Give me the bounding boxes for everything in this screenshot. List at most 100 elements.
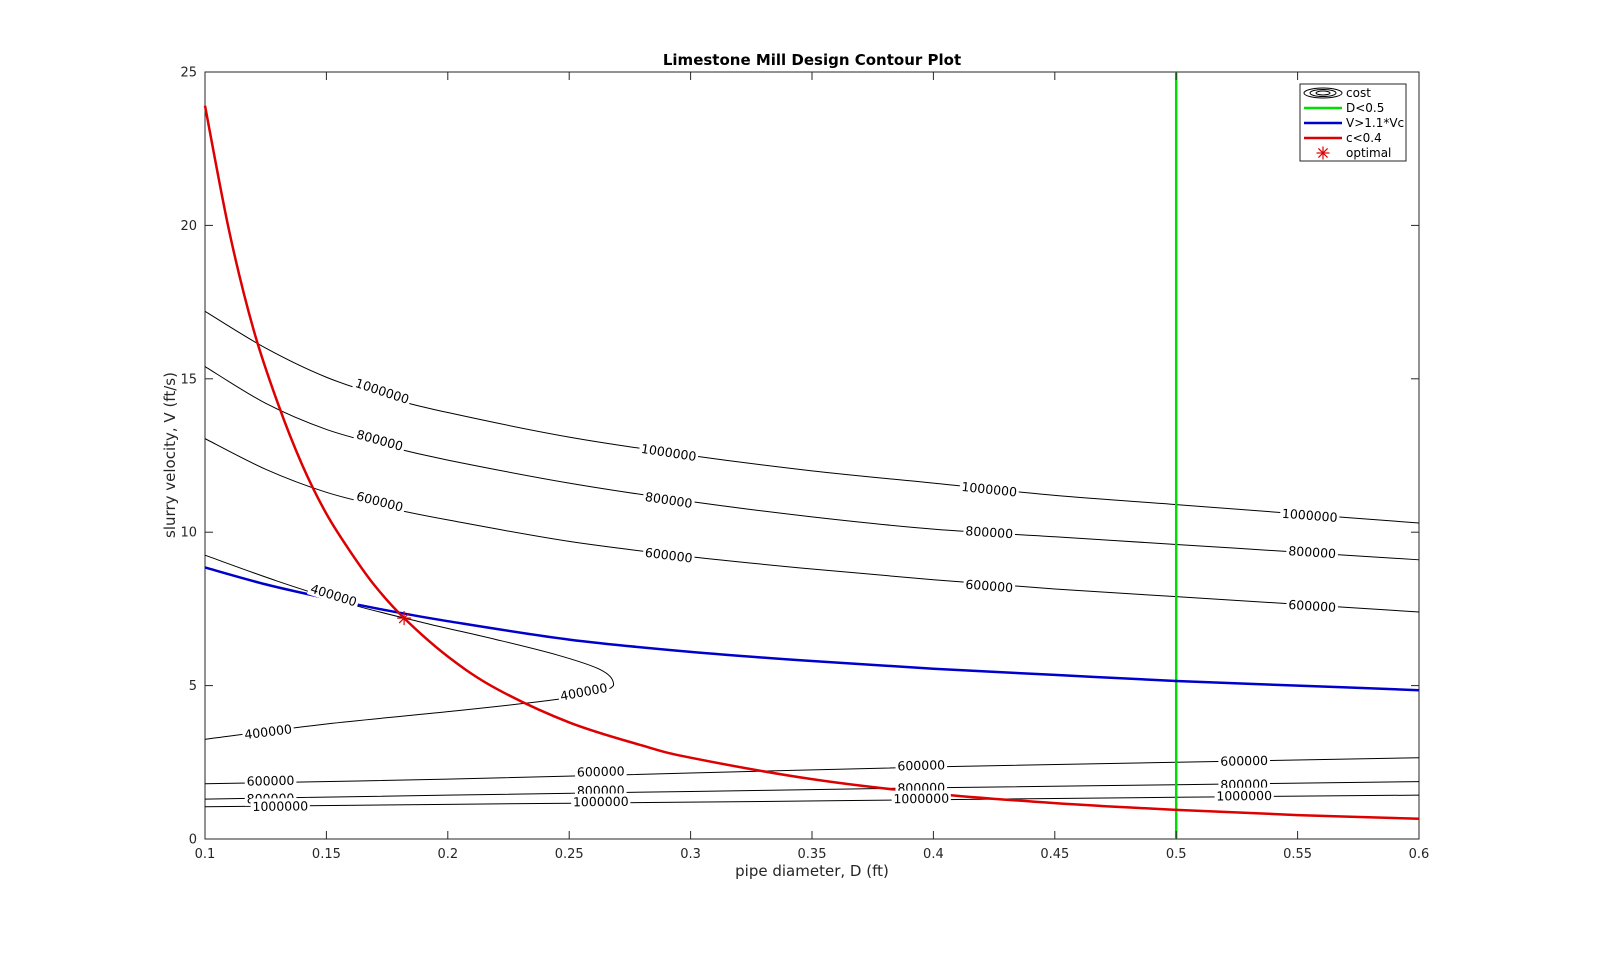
x-axis-ticks: 0.1 0.15 0.2 0.25 0.3 0.35 0.4 0.45 0.5 0.55 0.6 bbox=[195, 72, 1430, 862]
contour-line-1000000-lower bbox=[204, 794, 1420, 808]
series-line-v-1-1-vc bbox=[204, 566, 1420, 692]
contour-label-background bbox=[963, 522, 1016, 541]
contour-label-background bbox=[1218, 752, 1271, 769]
contour-label-background bbox=[895, 756, 948, 774]
contour-label-background bbox=[638, 440, 700, 464]
contour-label: 600000 bbox=[962, 575, 1016, 596]
x-axis-title: pipe diameter, D (ft) bbox=[735, 862, 889, 880]
contour-label-text: 800000 bbox=[644, 489, 693, 511]
contour-label-background bbox=[1279, 505, 1340, 525]
contour-swatch-ring bbox=[1315, 90, 1331, 96]
contour-label-background bbox=[962, 575, 1016, 595]
legend-label: V>1.1*Vc bbox=[1346, 116, 1404, 130]
contour-label-background bbox=[306, 579, 361, 610]
contour-label-text: 600000 bbox=[577, 763, 625, 779]
contour-label-text: 600000 bbox=[644, 545, 693, 566]
contour-line-600000-upper bbox=[204, 438, 1420, 613]
legend-item: D<0.5 bbox=[1304, 101, 1384, 115]
x-tick-label: 0.2 bbox=[437, 847, 458, 862]
contour-label: 1000000 bbox=[250, 797, 310, 814]
contour-swatch-icon bbox=[1303, 87, 1343, 99]
legend-item: cost bbox=[1303, 86, 1371, 100]
contour-line-600000-lower bbox=[204, 757, 1420, 785]
contour-label: 1000000 bbox=[891, 790, 951, 807]
optimal-markers bbox=[397, 611, 412, 626]
contour-label: 1000000 bbox=[959, 478, 1020, 500]
contour-swatch-ring bbox=[1309, 89, 1337, 97]
contour-label-text: 1000000 bbox=[573, 794, 629, 809]
x-tick-label: 0.6 bbox=[1409, 847, 1430, 862]
contour-label-background bbox=[642, 488, 696, 511]
contour-label-background bbox=[241, 720, 295, 742]
optimal-point-marker bbox=[397, 611, 412, 626]
contour-label: 600000 bbox=[574, 762, 627, 780]
contour-label-background bbox=[250, 797, 310, 814]
contour-label-text: 600000 bbox=[897, 757, 945, 773]
contour-line-1000000-upper bbox=[204, 310, 1420, 524]
y-tick-label: 15 bbox=[180, 372, 197, 387]
contour-label-text: 800000 bbox=[1288, 543, 1337, 561]
x-tick-label: 0.15 bbox=[312, 847, 341, 862]
y-tick-label: 25 bbox=[180, 66, 197, 81]
contour-label: 600000 bbox=[1218, 752, 1271, 769]
contour-label: 1000000 bbox=[571, 793, 631, 809]
y-tick-label: 0 bbox=[189, 833, 197, 848]
contour-label: 600000 bbox=[642, 544, 696, 566]
legend-item: V>1.1*Vc bbox=[1304, 116, 1404, 130]
contour-label-text: 600000 bbox=[965, 577, 1014, 596]
contour-label: 800000 bbox=[963, 522, 1016, 541]
contour-label-background bbox=[351, 374, 413, 407]
constraint-lines bbox=[203, 72, 1420, 839]
asterisk-stroke bbox=[1317, 147, 1329, 159]
contour-label-text: 800000 bbox=[965, 523, 1014, 541]
contour-label: 1000000 bbox=[1279, 505, 1340, 525]
contour-swatch-ring bbox=[1303, 87, 1343, 99]
contour-label-background bbox=[959, 478, 1020, 500]
contour-label-text: 1000000 bbox=[1216, 788, 1272, 803]
asterisk-icon bbox=[1316, 146, 1330, 160]
contour-label: 800000 bbox=[1285, 542, 1339, 561]
chart-title: Limestone Mill Design Contour Plot bbox=[663, 51, 961, 69]
contour-label-background bbox=[1285, 542, 1339, 561]
contour-label: 400000 bbox=[241, 720, 295, 742]
contour-label-background bbox=[571, 793, 631, 809]
asterisk-stroke bbox=[398, 612, 410, 624]
contour-label-text: 400000 bbox=[244, 721, 293, 742]
legend-item: optimal bbox=[1316, 146, 1391, 160]
contour-label-background bbox=[574, 762, 627, 780]
y-tick-label: 20 bbox=[180, 219, 197, 234]
contour-label-background bbox=[244, 772, 297, 789]
x-tick-label: 0.5 bbox=[1166, 847, 1187, 862]
y-tick-label: 5 bbox=[189, 679, 197, 694]
y-axis-title: slurry velocity, V (ft/s) bbox=[161, 372, 179, 538]
cost-contours bbox=[204, 310, 1420, 808]
contour-label-text: 600000 bbox=[1220, 753, 1268, 769]
contour-label-text: 1000000 bbox=[893, 791, 949, 807]
contour-label: 600000 bbox=[895, 756, 948, 774]
x-tick-label: 0.3 bbox=[680, 847, 701, 862]
y-tick-label: 10 bbox=[180, 526, 197, 541]
contour-label-text: 1000000 bbox=[1281, 506, 1338, 525]
series-line-c-0-4 bbox=[203, 105, 1420, 821]
x-tick-label: 0.35 bbox=[798, 847, 827, 862]
contour-label-background bbox=[353, 425, 407, 454]
plot-area: 1000000 1000000 1000000 1000000 800000 800000… bbox=[203, 71, 1420, 840]
contour-label-text: 600000 bbox=[1288, 597, 1337, 615]
contour-label-background bbox=[1285, 596, 1339, 615]
x-tick-label: 0.4 bbox=[923, 847, 944, 862]
legend-label: c<0.4 bbox=[1346, 131, 1382, 145]
contour-label-background bbox=[642, 544, 696, 566]
contour-label-background bbox=[891, 790, 951, 806]
y-axis-ticks: 0 5 10 15 20 25 bbox=[180, 66, 1419, 848]
x-tick-label: 0.45 bbox=[1040, 847, 1069, 862]
contour-line-800000-upper bbox=[204, 366, 1420, 561]
contour-label-background bbox=[353, 487, 407, 515]
x-tick-label: 0.1 bbox=[195, 847, 216, 862]
contour-label-text: 1000000 bbox=[961, 479, 1018, 500]
contour-label-background bbox=[556, 679, 611, 704]
legend-label: optimal bbox=[1346, 146, 1391, 160]
contour-label: 1000000 bbox=[1214, 787, 1274, 803]
legend-label: cost bbox=[1346, 86, 1371, 100]
